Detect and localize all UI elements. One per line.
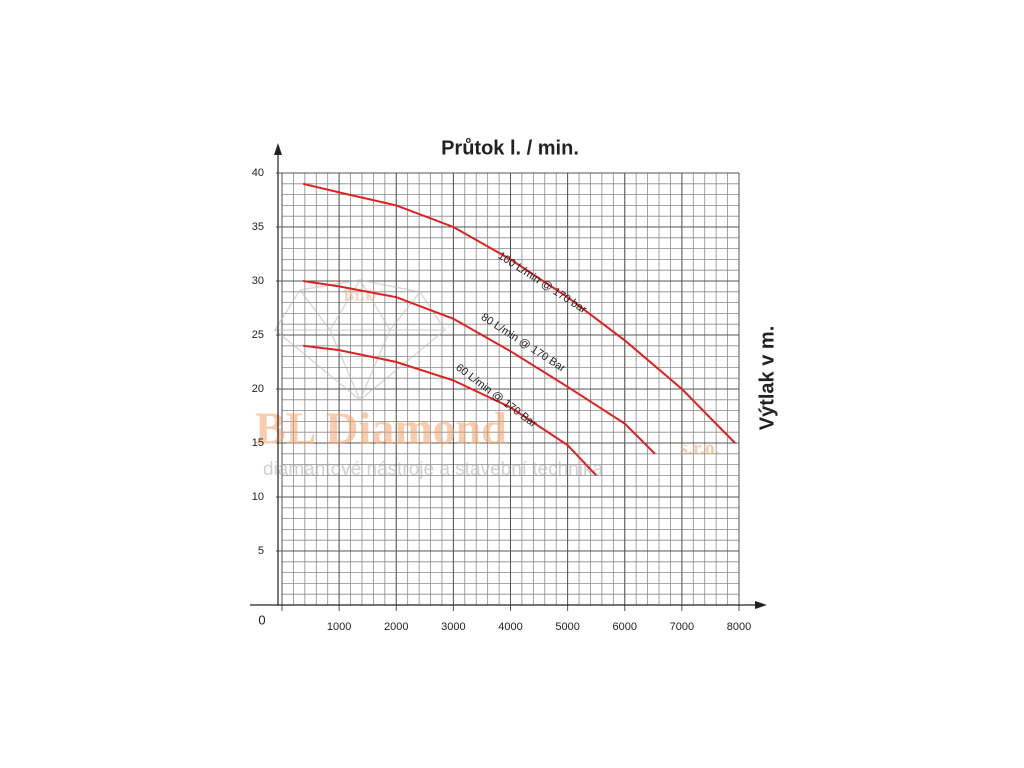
- watermark-tagline: diamantové nástroje a stavební technika: [263, 459, 604, 480]
- x-tick-label: 6000: [613, 621, 637, 633]
- y-tick-label: 40: [252, 167, 264, 179]
- x-tick-label: 7000: [670, 621, 694, 633]
- watermark-text: BL Diamond: [255, 403, 507, 454]
- y-tick-label: 15: [252, 437, 264, 449]
- y-tick-label: 5: [258, 545, 264, 557]
- diamond-logo: [274, 278, 446, 402]
- grid: [276, 172, 740, 611]
- chart-title: Průtok l. / min.: [441, 137, 579, 159]
- y-tick-label: 35: [252, 221, 264, 233]
- series-line: [302, 344, 597, 477]
- series-line: [302, 280, 656, 455]
- watermark: BLD BL Diamond s.r.o. diamantové nástroj…: [255, 278, 720, 480]
- x-tick-label: 0: [258, 612, 265, 627]
- x-tick-label: 4000: [498, 621, 522, 633]
- x-tick-label: 1000: [327, 621, 351, 633]
- x-axis-arrow: [755, 601, 767, 609]
- watermark-suffix: s.r.o.: [680, 438, 720, 460]
- y-tick-label: 25: [252, 329, 264, 341]
- x-tick-label: 3000: [441, 621, 465, 633]
- series-label: 100 L/min @ 170 bar: [496, 250, 589, 316]
- y-axis-label: Výtlak v m.: [756, 326, 778, 431]
- y-tick-label: 10: [252, 491, 264, 503]
- x-tick-label: 8000: [727, 621, 751, 633]
- y-tick-label: 30: [252, 275, 264, 287]
- x-tick-label: 5000: [555, 621, 579, 633]
- y-tick-label: 20: [252, 383, 264, 395]
- y-axis-arrow: [274, 143, 282, 155]
- x-tick-label: 2000: [384, 621, 408, 633]
- series-line: [302, 182, 736, 444]
- series-label: 80 L/min @ 170 Bar: [479, 311, 568, 375]
